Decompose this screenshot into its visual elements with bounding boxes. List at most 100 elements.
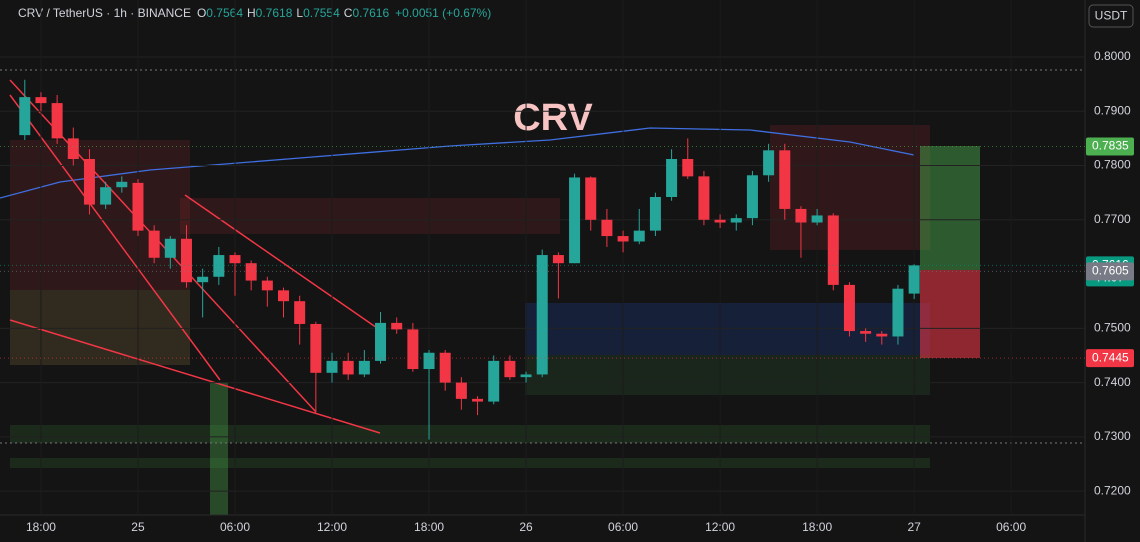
candle-body <box>83 159 95 205</box>
header-text: L <box>296 6 303 20</box>
zone <box>10 425 930 443</box>
candle-body <box>261 280 273 291</box>
candle-body <box>100 187 112 205</box>
y-tick-label: 0.7500 <box>1094 320 1131 334</box>
candle-body <box>698 176 710 220</box>
candle-body <box>35 97 47 104</box>
candle-body <box>213 255 225 277</box>
header-text: 0.7616 <box>352 6 389 20</box>
candle-body <box>666 159 678 197</box>
y-tick-label: 0.7800 <box>1094 158 1131 172</box>
candle-body <box>132 182 144 231</box>
header-text: 0.7618 <box>256 6 293 20</box>
candle-body <box>730 218 742 223</box>
candle-body <box>229 255 241 264</box>
candle-body <box>811 215 823 223</box>
candle-body <box>908 265 920 294</box>
candle-body <box>633 230 645 242</box>
candle-body <box>569 177 581 264</box>
x-tick-label: 26 <box>519 520 533 534</box>
price-tag-label: 0.7605 <box>1092 264 1129 278</box>
header-text: CRV / TetherUS · 1h · BINANCE <box>18 6 191 20</box>
candle-body <box>795 208 807 223</box>
header-text: H <box>247 6 256 20</box>
y-tick-label: 0.7300 <box>1094 429 1131 443</box>
candle-body <box>488 360 500 402</box>
candle-body <box>746 175 758 219</box>
candle-body <box>779 150 791 209</box>
candle-body <box>472 398 484 402</box>
y-tick-label: 0.7700 <box>1094 212 1131 226</box>
zone <box>525 355 930 395</box>
candle-body <box>310 323 322 373</box>
zone <box>10 458 930 468</box>
y-tick-label: 0.7200 <box>1094 483 1131 497</box>
candle-body <box>51 103 63 139</box>
y-tick-label: 0.7400 <box>1094 375 1131 389</box>
x-tick-label: 06:00 <box>220 520 250 534</box>
header-text: C <box>344 6 353 20</box>
header-text: 0.7564 <box>206 6 243 20</box>
price-tag-label: 0.7445 <box>1092 350 1129 364</box>
candle-body <box>197 276 209 283</box>
y-tick-label: 0.7900 <box>1094 103 1131 117</box>
y-tick-label: 0.8000 <box>1094 49 1131 63</box>
candle-body <box>876 333 888 337</box>
candle-body <box>391 322 403 330</box>
zone <box>770 125 930 250</box>
candle-body <box>342 360 354 375</box>
candle-body <box>827 215 839 285</box>
candle-body <box>649 196 661 231</box>
x-tick-label: 12:00 <box>317 520 347 534</box>
candle-body <box>294 301 306 324</box>
price-tag <box>1086 349 1134 368</box>
zone <box>10 290 190 365</box>
price-tag <box>1086 137 1134 156</box>
moving-average <box>0 127 915 199</box>
candle-body <box>116 181 128 188</box>
candle-body <box>892 288 904 337</box>
candle-body <box>439 352 451 383</box>
candle-body <box>148 230 160 258</box>
candle-body <box>358 360 370 375</box>
trendline <box>9 94 221 381</box>
x-tick-label: 06:00 <box>996 520 1026 534</box>
candle-body <box>164 238 176 258</box>
x-tick-label: 25 <box>131 520 145 534</box>
candle-body <box>763 150 775 176</box>
candle-body <box>245 263 257 281</box>
candle-body <box>585 177 597 220</box>
price-tag-label: 0.7835 <box>1092 139 1129 153</box>
candle-body <box>423 352 435 370</box>
x-tick-label: 18:00 <box>802 520 832 534</box>
candle-body <box>326 360 338 373</box>
currency-label[interactable]: USDT <box>1095 9 1128 23</box>
position-stop <box>920 270 980 358</box>
candle-body <box>843 284 855 332</box>
candle-body <box>278 290 290 302</box>
zone <box>180 198 560 234</box>
trendline <box>9 319 381 434</box>
trendline <box>184 194 381 331</box>
candle-body <box>682 159 694 177</box>
candle-body <box>552 255 564 264</box>
x-tick-label: 06:00 <box>608 520 638 534</box>
candle-body <box>180 238 192 283</box>
currency-button[interactable] <box>1088 4 1134 28</box>
candle-body <box>601 219 613 237</box>
candle-body <box>536 255 548 375</box>
indicators <box>0 69 1085 515</box>
zone <box>210 382 228 515</box>
candle-body <box>714 219 726 223</box>
x-tick-label: 18:00 <box>414 520 444 534</box>
zone <box>525 303 930 355</box>
position-target <box>920 146 980 270</box>
candle-body <box>67 138 79 160</box>
header: CRV / TetherUS · 1h · BINANCE O 0.7564 H 0.7… <box>18 6 491 20</box>
candle-body <box>860 331 872 334</box>
candle-body <box>375 322 387 361</box>
candle-body <box>19 97 31 136</box>
price-tag <box>1086 262 1134 281</box>
